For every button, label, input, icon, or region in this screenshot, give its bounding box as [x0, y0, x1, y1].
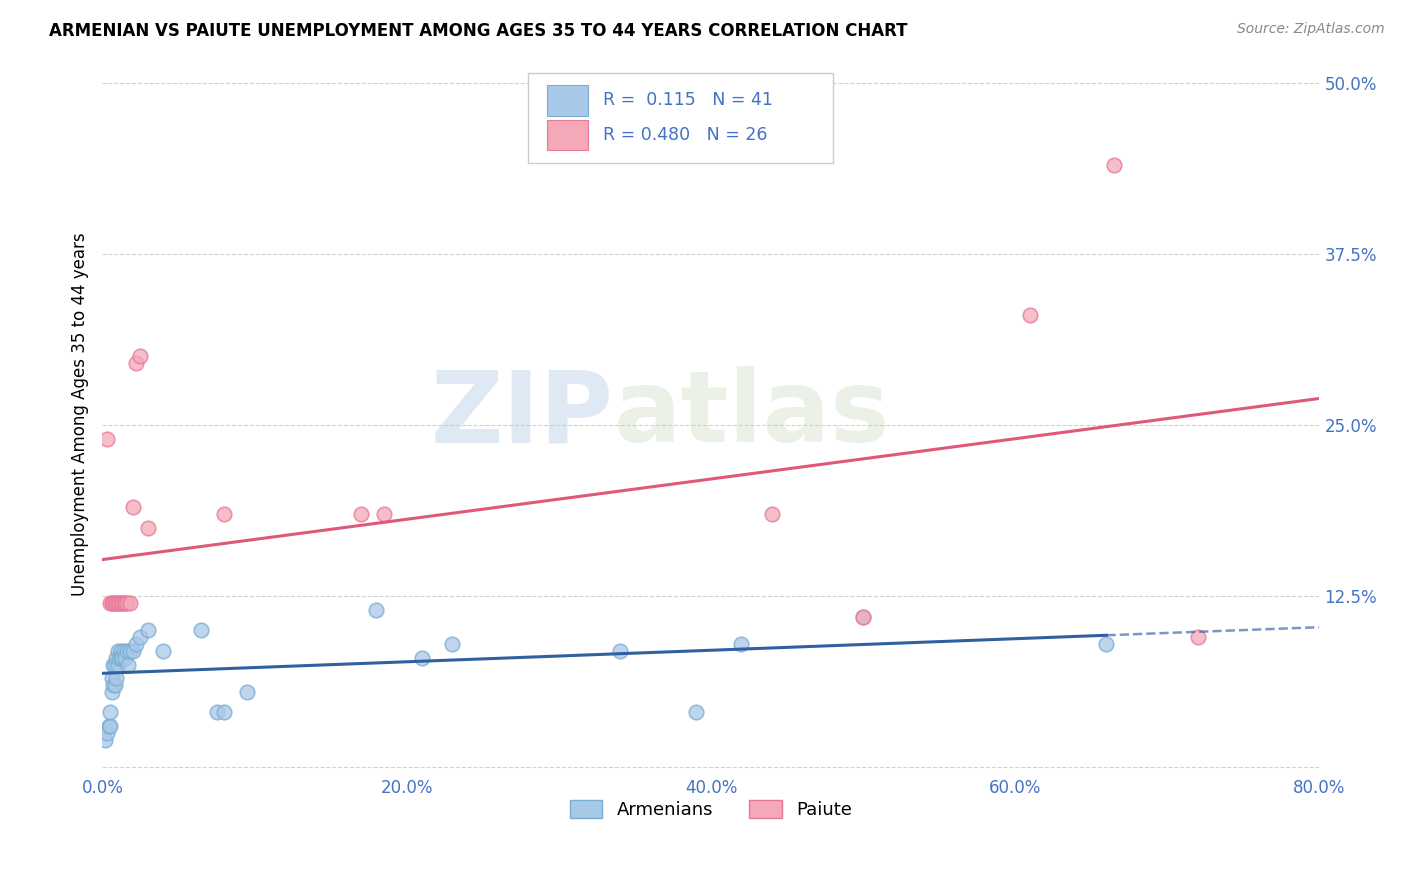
Point [101, 657, 124, 672]
FancyBboxPatch shape [547, 120, 588, 150]
Point [121, 644, 143, 658]
Point [108, 650, 131, 665]
Point [118, 644, 141, 658]
Legend: Armenians, Paiute: Armenians, Paiute [562, 792, 859, 826]
Point [98, 706, 121, 720]
Point [101, 596, 124, 610]
Point [118, 596, 141, 610]
Point [366, 603, 388, 617]
Point [1102, 158, 1125, 172]
Point [107, 596, 129, 610]
Point [107, 644, 129, 658]
Text: R = 0.480   N = 26: R = 0.480 N = 26 [603, 126, 768, 144]
Point [115, 596, 138, 610]
Point [100, 685, 122, 699]
Point [108, 596, 131, 610]
Point [350, 507, 373, 521]
Point [212, 507, 235, 521]
Point [852, 609, 875, 624]
Point [115, 644, 138, 658]
Point [111, 596, 134, 610]
Point [112, 596, 135, 610]
Point [125, 637, 148, 651]
Point [97, 719, 120, 733]
Point [117, 657, 139, 672]
Point [105, 650, 128, 665]
Text: ZIP: ZIP [430, 366, 613, 463]
Point [212, 706, 235, 720]
Text: Source: ZipAtlas.com: Source: ZipAtlas.com [1237, 22, 1385, 37]
Point [190, 624, 212, 638]
Point [129, 350, 152, 364]
Point [441, 637, 464, 651]
FancyBboxPatch shape [529, 73, 832, 163]
Point [685, 706, 707, 720]
Point [110, 650, 132, 665]
Text: atlas: atlas [613, 366, 890, 463]
Point [107, 657, 129, 672]
Point [104, 657, 127, 672]
Point [96, 432, 118, 446]
Text: ARMENIAN VS PAIUTE UNEMPLOYMENT AMONG AGES 35 TO 44 YEARS CORRELATION CHART: ARMENIAN VS PAIUTE UNEMPLOYMENT AMONG AG… [49, 22, 908, 40]
Point [104, 596, 127, 610]
Point [609, 644, 631, 658]
Point [98, 719, 121, 733]
Point [100, 596, 122, 610]
Point [105, 596, 128, 610]
Point [852, 609, 875, 624]
Point [111, 650, 134, 665]
Point [761, 507, 783, 521]
Y-axis label: Unemployment Among Ages 35 to 44 years: Unemployment Among Ages 35 to 44 years [72, 233, 89, 597]
Point [125, 356, 148, 370]
Point [1187, 630, 1209, 644]
Point [136, 624, 159, 638]
Point [96, 726, 118, 740]
Point [114, 650, 136, 665]
Point [94, 732, 117, 747]
Text: R =  0.115   N = 41: R = 0.115 N = 41 [603, 92, 772, 110]
Point [105, 671, 128, 685]
Point [373, 507, 395, 521]
Point [236, 685, 259, 699]
Point [1019, 309, 1042, 323]
Point [101, 678, 124, 692]
Point [112, 644, 135, 658]
FancyBboxPatch shape [547, 86, 588, 116]
Point [110, 644, 132, 658]
Point [136, 520, 159, 534]
Point [730, 637, 752, 651]
Point [411, 650, 433, 665]
Point [121, 500, 143, 514]
Point [205, 706, 228, 720]
Point [104, 678, 127, 692]
Point [110, 596, 132, 610]
Point [100, 671, 122, 685]
Point [114, 596, 136, 610]
Point [1095, 637, 1118, 651]
Point [98, 596, 121, 610]
Point [152, 644, 174, 658]
Point [129, 630, 152, 644]
